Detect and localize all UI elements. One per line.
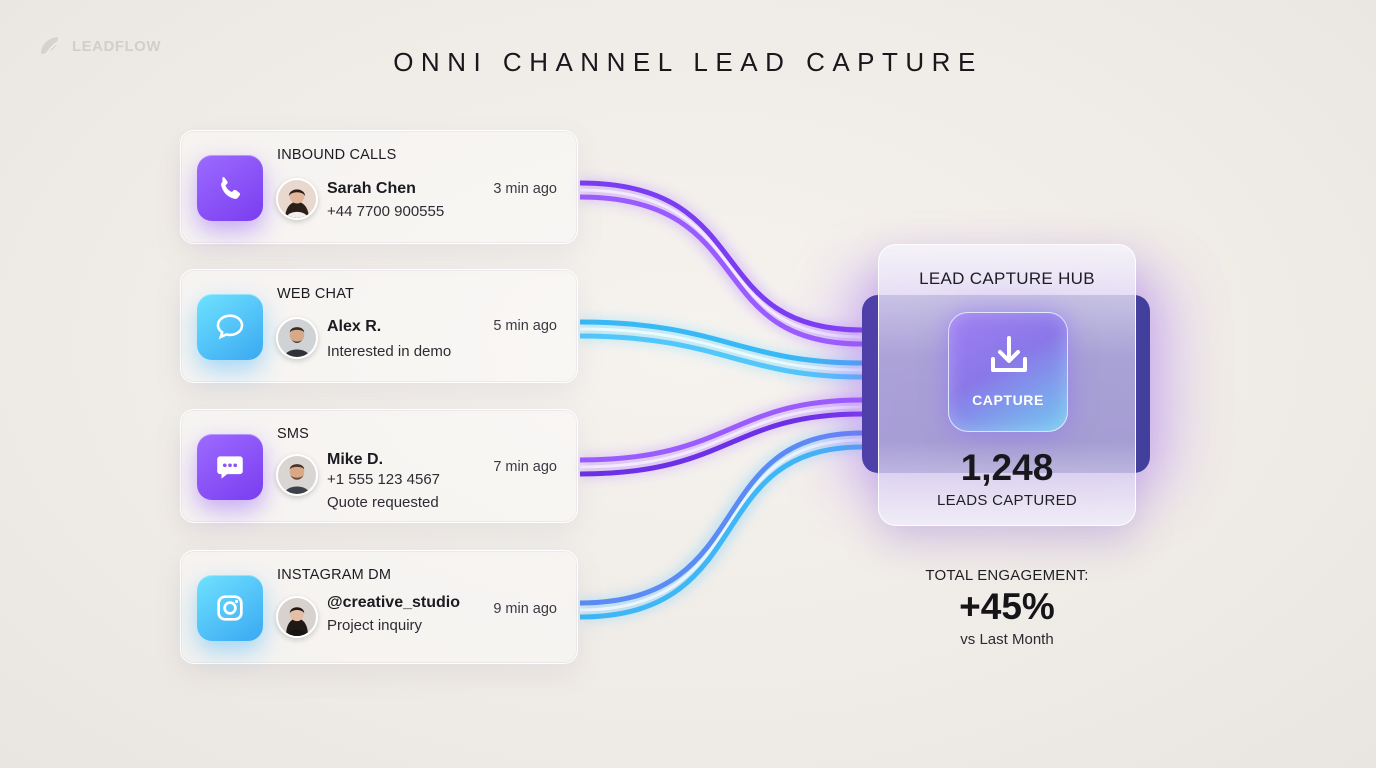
brand-name: LEADFLOW [72, 37, 161, 55]
capture-button[interactable]: CAPTURE [948, 312, 1068, 432]
phone-icon [221, 177, 241, 199]
lead-card-web-chat[interactable]: WEB CHAT Alex R. Interested in demo 5 mi… [180, 269, 578, 383]
lead-card-instagram-dm[interactable]: INSTAGRAM DM @creative_studio Project in… [180, 550, 578, 664]
download-icon [991, 336, 1027, 372]
message-dots-icon [217, 456, 243, 479]
channel-label: INBOUND CALLS [277, 147, 397, 163]
engagement-value: +45% [959, 586, 1055, 627]
lead-name: Mike D. [327, 451, 384, 468]
avatar [276, 317, 318, 359]
lead-time: 7 min ago [493, 459, 557, 475]
lead-name: Sarah Chen [327, 180, 416, 197]
flow-line-sms [579, 396, 863, 478]
page-title: ONNI CHANNEL LEAD CAPTURE [393, 47, 983, 77]
sms-app-tile [197, 434, 263, 500]
instagram-app-tile [197, 575, 263, 641]
brand-logo: LEADFLOW [38, 34, 161, 58]
channel-label: SMS [277, 426, 310, 442]
flow-line-calls [579, 179, 863, 348]
instagram-icon [217, 595, 243, 621]
channel-label: WEB CHAT [277, 286, 355, 302]
chat-bubble-icon [216, 314, 244, 340]
lead-card-inbound-calls[interactable]: INBOUND CALLS Sarah Chen +44 7700 900555… [180, 130, 578, 244]
channel-label: INSTAGRAM DM [277, 567, 392, 583]
leaf-logo-icon [41, 37, 63, 56]
lead-capture-hub: LEAD CAPTURE HUB CAPTURE 1,248 LEADS CAP… [878, 244, 1136, 526]
phone-app-tile [197, 155, 263, 221]
lead-detail: +1 555 123 4567 [327, 471, 441, 488]
leads-count-label: LEADS CAPTURED [936, 492, 1078, 509]
lead-detail: Project inquiry [327, 617, 423, 634]
lead-card-sms[interactable]: SMS Mike D. +1 555 123 4567 Quote reques… [180, 409, 578, 523]
engagement-comparison: vs Last Month [960, 631, 1054, 648]
lead-time: 3 min ago [493, 181, 557, 197]
flow-line-webchat [579, 318, 863, 381]
capture-label: CAPTURE [972, 392, 1044, 408]
avatar [276, 178, 318, 220]
lead-name: @creative_studio [327, 594, 460, 611]
lead-time: 5 min ago [493, 318, 557, 334]
lead-detail: +44 7700 900555 [327, 203, 445, 220]
leads-count: 1,248 [960, 447, 1054, 488]
engagement-label: TOTAL ENGAGEMENT: [925, 567, 1089, 584]
lead-detail: Interested in demo [327, 343, 452, 360]
lead-name: Alex R. [327, 318, 382, 335]
hub-title: LEAD CAPTURE HUB [919, 269, 1095, 288]
lead-detail: Quote requested [327, 494, 439, 511]
lead-time: 9 min ago [493, 601, 557, 617]
avatar [276, 454, 318, 496]
avatar [276, 596, 318, 638]
chat-app-tile [197, 294, 263, 360]
flow-line-instagram [579, 429, 863, 621]
